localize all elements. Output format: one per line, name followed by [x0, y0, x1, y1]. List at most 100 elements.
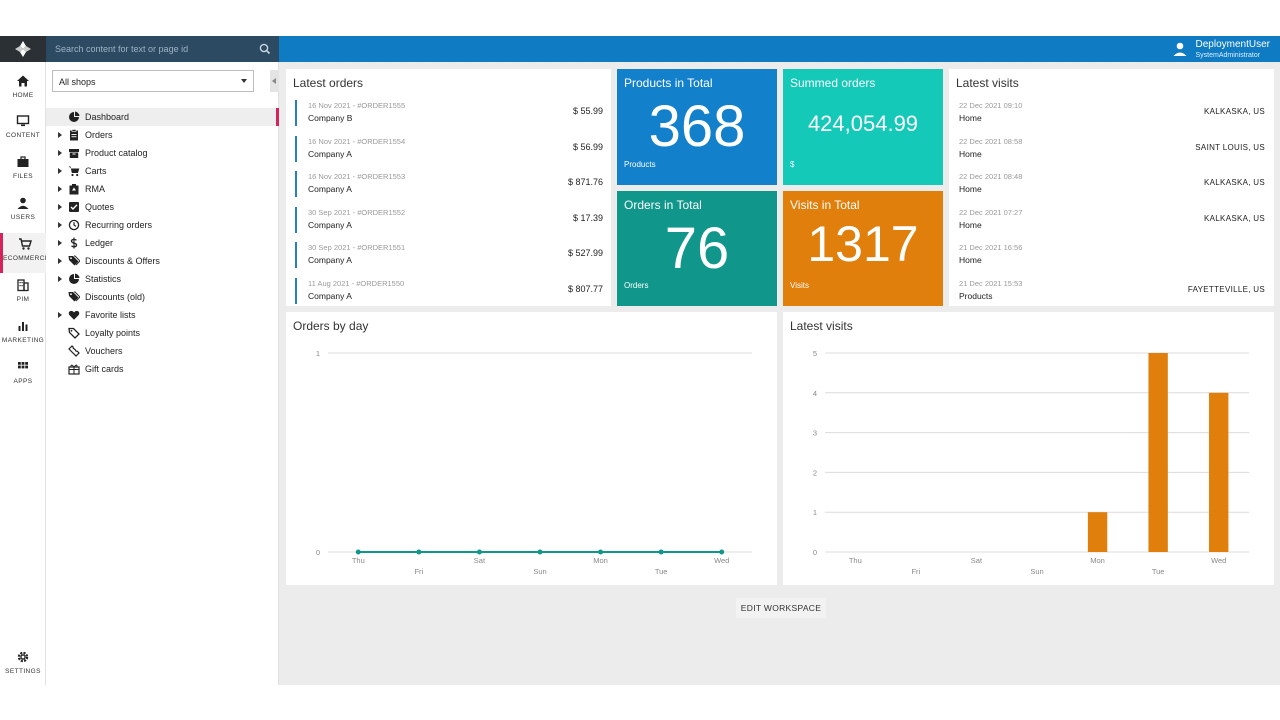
- visit-page: Home: [959, 184, 982, 194]
- tree-node-orders[interactable]: Orders: [46, 126, 279, 144]
- tree-node-discounts-offers[interactable]: Discounts & Offers: [46, 252, 279, 270]
- expand-arrow-icon[interactable]: [58, 258, 62, 264]
- tile-title: Orders in Total: [624, 198, 702, 212]
- expand-arrow-icon[interactable]: [58, 132, 62, 138]
- nav-marketing[interactable]: MARKETING: [0, 315, 46, 355]
- x-tick-label: Tue: [1152, 567, 1165, 576]
- order-row[interactable]: 16 Nov 2021 - #ORDER1553 Company A $ 871…: [295, 171, 603, 197]
- visit-time: 22 Dec 2021 08:48: [959, 172, 1023, 181]
- logo[interactable]: [0, 36, 46, 62]
- nav-marketing-label: MARKETING: [1, 337, 45, 344]
- expand-arrow-icon[interactable]: [58, 312, 62, 318]
- tree-node-favorite-lists[interactable]: Favorite lists: [46, 306, 279, 324]
- orders-by-day-chart: 0 1 Thu Fri Sat Sun Mon Tue Wed: [316, 349, 752, 576]
- visit-page: Products: [959, 291, 993, 301]
- nav-home[interactable]: HOME: [0, 70, 46, 110]
- nav-files[interactable]: FILES: [0, 151, 46, 191]
- data-point: [719, 549, 725, 555]
- y-tick-label: 1: [813, 508, 817, 517]
- user-menu[interactable]: DeploymentUser SystemAdministrator: [1172, 38, 1270, 60]
- heart-icon: [68, 310, 80, 320]
- visit-location: KALKASKA, US: [1204, 214, 1265, 223]
- expand-arrow-icon[interactable]: [58, 150, 62, 156]
- tree-node-product-catalog[interactable]: Product catalog: [46, 144, 279, 162]
- order-meta: 16 Nov 2021 - #ORDER1555: [308, 101, 406, 110]
- order-row[interactable]: 30 Sep 2021 - #ORDER1551 Company A $ 527…: [295, 242, 603, 268]
- tree-node-discounts-old[interactable]: Discounts (old): [46, 288, 279, 306]
- visit-page: Home: [959, 113, 982, 123]
- orders-by-day-title: Orders by day: [293, 319, 369, 333]
- order-meta: 16 Nov 2021 - #ORDER1553: [308, 172, 406, 181]
- orders-total-tile[interactable]: Orders in Total 76 Orders: [617, 191, 777, 306]
- order-company: Company A: [308, 149, 352, 159]
- x-tick-label: Thu: [352, 556, 365, 565]
- expand-arrow-icon[interactable]: [58, 168, 62, 174]
- nav-content[interactable]: CONTENT: [0, 110, 46, 150]
- data-point: [598, 549, 604, 555]
- tree-node-label: Product catalog: [85, 148, 148, 158]
- visit-row[interactable]: 22 Dec 2021 08:48 Home KALKASKA, US: [959, 171, 1265, 197]
- collapse-panel-button[interactable]: [270, 70, 279, 92]
- tile-title: Products in Total: [624, 76, 713, 90]
- nav-home-label: HOME: [12, 92, 34, 99]
- visit-row[interactable]: 21 Dec 2021 15:53 Products FAYETTEVILLE,…: [959, 278, 1265, 304]
- search-input[interactable]: Search content for text or page id: [55, 44, 189, 54]
- expand-arrow-icon[interactable]: [58, 186, 62, 192]
- y-tick-label: 0: [316, 548, 320, 557]
- order-row[interactable]: 30 Sep 2021 - #ORDER1552 Company A $ 17.…: [295, 207, 603, 233]
- checkbox-icon: [69, 202, 79, 212]
- visit-time: 22 Dec 2021 07:27: [959, 208, 1023, 217]
- summed-orders-tile[interactable]: Summed orders 424,054.99 $: [783, 69, 943, 185]
- tile-value: 1317: [807, 216, 919, 272]
- tree-node-dashboard[interactable]: Dashboard: [46, 108, 279, 126]
- nav-ecommerce[interactable]: ECOMMERCE: [0, 233, 49, 273]
- tree-node-label: Quotes: [85, 202, 115, 212]
- tree-node-vouchers[interactable]: Vouchers: [46, 342, 279, 360]
- order-amount: $ 871.76: [567, 177, 603, 187]
- visit-row[interactable]: 22 Dec 2021 09:10 Home KALKASKA, US: [959, 100, 1265, 126]
- visit-row[interactable]: 21 Dec 2021 16:56 Home: [959, 242, 1265, 268]
- tree-node-gift-cards[interactable]: Gift cards: [46, 360, 279, 378]
- user-role: SystemAdministrator: [1195, 51, 1261, 59]
- x-tick-label: Sun: [1030, 567, 1043, 576]
- visit-row[interactable]: 22 Dec 2021 07:27 Home KALKASKA, US: [959, 207, 1265, 233]
- search-box[interactable]: Search content for text or page id: [46, 36, 279, 62]
- order-row[interactable]: 11 Aug 2021 - #ORDER1550 Company A $ 807…: [295, 278, 603, 304]
- tags-icon: [68, 255, 80, 266]
- tree-node-label: Statistics: [85, 274, 122, 284]
- nav-settings[interactable]: SETTINGS: [0, 646, 46, 686]
- order-row[interactable]: 16 Nov 2021 - #ORDER1554 Company A $ 56.…: [295, 136, 603, 162]
- order-meta: 11 Aug 2021 - #ORDER1550: [308, 279, 405, 288]
- visit-location: KALKASKA, US: [1204, 178, 1265, 187]
- shop-select[interactable]: All shops: [52, 70, 254, 92]
- tree-node-loyalty-points[interactable]: Loyalty points: [46, 324, 279, 342]
- chevron-down-icon: [241, 79, 247, 83]
- tree-node-statistics[interactable]: Statistics: [46, 270, 279, 288]
- expand-arrow-icon[interactable]: [58, 276, 62, 282]
- tree-node-recurring-orders[interactable]: Recurring orders: [46, 216, 279, 234]
- tree-node-rma[interactable]: RMA: [46, 180, 279, 198]
- data-point: [355, 549, 361, 555]
- tree-node-label: Discounts (old): [85, 292, 146, 302]
- visit-time: 21 Dec 2021 16:56: [959, 243, 1023, 252]
- edit-workspace-button[interactable]: EDIT WORKSPACE: [736, 598, 826, 618]
- cart-icon: [68, 166, 80, 177]
- nav-pim[interactable]: PIM: [0, 274, 46, 314]
- order-row[interactable]: 16 Nov 2021 - #ORDER1555 Company B $ 55.…: [295, 100, 603, 126]
- tree-node-quotes[interactable]: Quotes: [46, 198, 279, 216]
- tile-unit: $: [790, 160, 795, 169]
- search-icon[interactable]: [258, 42, 272, 56]
- tree-node-carts[interactable]: Carts: [46, 162, 279, 180]
- visits-total-tile[interactable]: Visits in Total 1317 Visits: [783, 191, 943, 306]
- expand-arrow-icon[interactable]: [58, 222, 62, 228]
- expand-arrow-icon[interactable]: [58, 204, 62, 210]
- shop-select-value: All shops: [59, 77, 96, 87]
- y-tick-label: 4: [813, 389, 817, 398]
- products-total-tile[interactable]: Products in Total 368 Products: [617, 69, 777, 185]
- tree-node-ledger[interactable]: Ledger: [46, 234, 279, 252]
- nav-apps[interactable]: APPS: [0, 356, 46, 396]
- data-point: [537, 549, 543, 555]
- expand-arrow-icon[interactable]: [58, 240, 62, 246]
- visit-row[interactable]: 22 Dec 2021 08:58 Home SAINT LOUIS, US: [959, 136, 1265, 162]
- nav-users[interactable]: USERS: [0, 192, 46, 232]
